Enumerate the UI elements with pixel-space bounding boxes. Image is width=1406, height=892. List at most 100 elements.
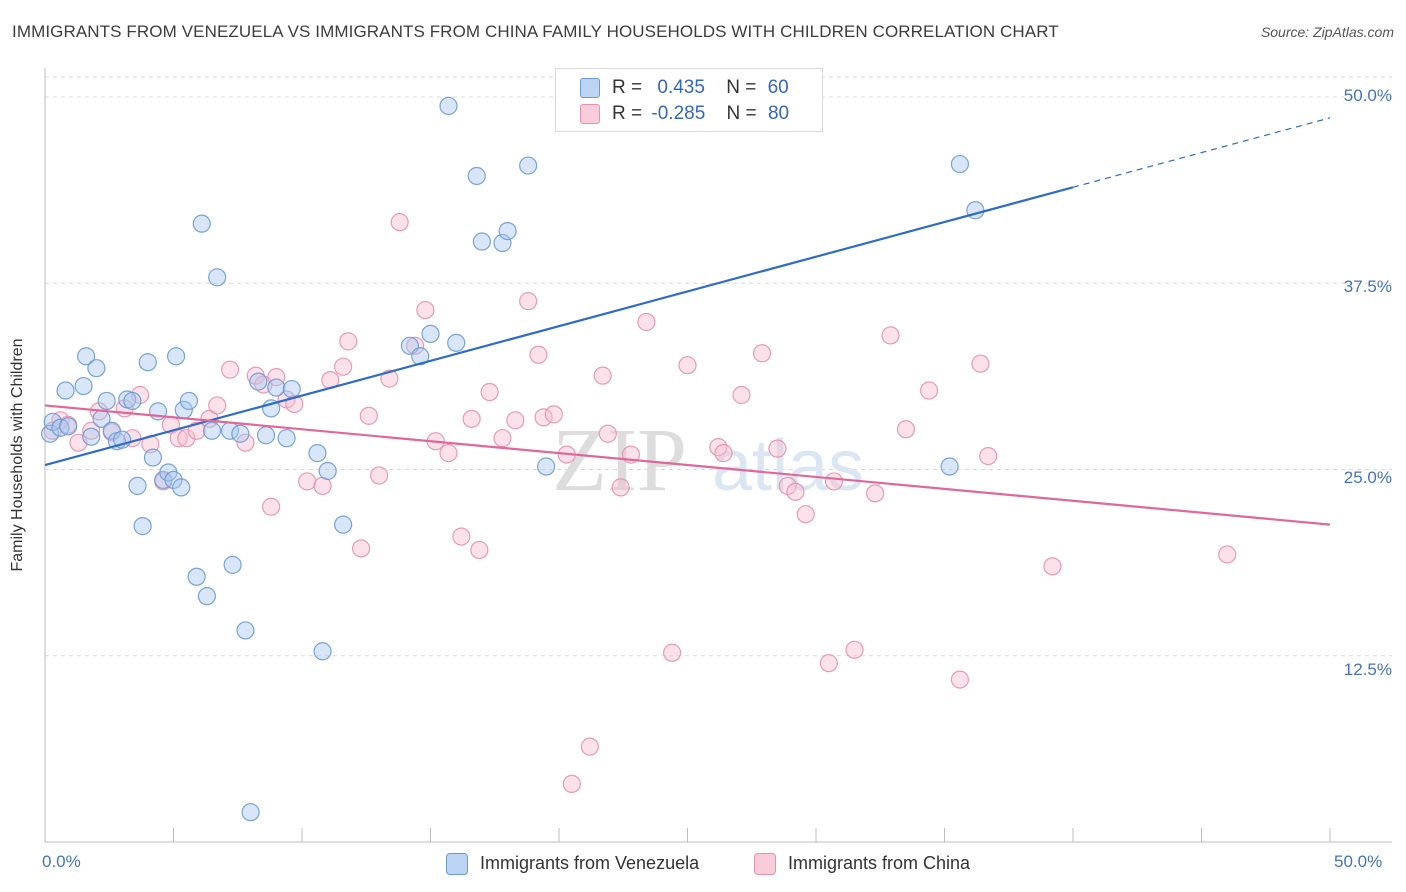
venezuela-point: [472, 232, 491, 251]
china-point: [529, 345, 548, 364]
venezuela-point: [447, 333, 466, 352]
china-point: [267, 368, 286, 387]
china-point: [1218, 545, 1237, 564]
china-point: [845, 640, 864, 659]
china-point: [262, 497, 281, 516]
gridlines: [45, 76, 1392, 657]
china-point: [819, 654, 838, 673]
venezuela-point: [940, 457, 959, 476]
venezuela-points: [41, 96, 985, 822]
venezuela-point: [97, 391, 116, 411]
china-point: [593, 366, 612, 385]
china-point: [208, 396, 227, 415]
venezuela-point: [421, 324, 440, 344]
venezuela-point: [223, 555, 242, 574]
bottom-legend-label-china: Immigrants from China: [788, 853, 971, 873]
venezuela-point: [267, 378, 286, 397]
china-point: [580, 737, 599, 756]
venezuela-point: [179, 391, 199, 411]
venezuela-point: [41, 424, 60, 443]
venezuela-point: [128, 476, 147, 495]
china-point: [334, 357, 353, 376]
venezuela-point: [74, 376, 93, 396]
chart-source: Source: ZipAtlas.com: [1260, 24, 1394, 40]
china-point: [598, 424, 617, 443]
china-point: [177, 429, 196, 448]
venezuela-point: [236, 621, 255, 640]
china-point: [220, 360, 240, 379]
venezuela-point: [313, 642, 332, 661]
legend-r-label: R =: [612, 103, 643, 124]
china-point: [390, 213, 409, 232]
venezuela-point: [166, 347, 186, 366]
chart-title: IMMIGRANTS FROM VENEZUELA VS IMMIGRANTS …: [12, 22, 1059, 41]
venezuela-point: [172, 478, 191, 497]
venezuela-point: [282, 379, 301, 399]
y-tick-label: 25.0%: [1343, 468, 1392, 487]
china-point: [709, 438, 728, 457]
china-point: [971, 354, 990, 373]
venezuela-point: [138, 353, 157, 372]
china-point: [950, 670, 970, 689]
venezuela-point: [277, 429, 296, 448]
venezuela-point: [59, 417, 78, 436]
china-point: [732, 385, 751, 405]
china-point: [881, 326, 900, 345]
china-point: [439, 444, 458, 463]
venezuela-point: [87, 359, 106, 378]
china-point: [405, 336, 425, 355]
watermark: ZIP atlas: [552, 411, 864, 510]
venezuela-point: [187, 567, 206, 586]
venezuela-point: [498, 222, 517, 241]
venezuela-trend-line: [44, 186, 1074, 467]
china-point: [370, 466, 389, 485]
venezuela-point: [308, 444, 327, 463]
y-tick-label: 37.5%: [1343, 277, 1392, 296]
venezuela-point: [537, 457, 556, 476]
x-tick-label: 0.0%: [42, 852, 81, 871]
china-point: [187, 421, 206, 440]
china-point: [678, 356, 697, 375]
china-point: [611, 478, 630, 497]
legend-r-value-venezuela: 0.435: [657, 77, 705, 98]
venezuela-point: [950, 154, 970, 174]
china-point: [786, 482, 805, 501]
axes: [44, 68, 1392, 843]
china-point: [82, 421, 101, 440]
china-point: [752, 344, 772, 363]
venezuela-point: [77, 347, 96, 366]
venezuela-point: [241, 803, 260, 822]
venezuela-point: [192, 214, 211, 233]
china-point: [380, 369, 399, 388]
bottom-legend-label-venezuela: Immigrants from Venezuela: [480, 853, 700, 873]
legend-n-label: N =: [726, 103, 757, 124]
china-point: [544, 405, 563, 424]
china-point: [768, 439, 787, 458]
china-point: [519, 292, 538, 311]
china-point: [416, 300, 435, 320]
venezuela-point: [249, 372, 268, 391]
legend-n-value-china: 80: [767, 103, 790, 124]
china-point: [236, 433, 255, 452]
venezuela-point: [231, 424, 250, 443]
china-point: [662, 643, 682, 662]
venezuela-point: [493, 233, 512, 253]
venezuela-point: [51, 418, 70, 437]
venezuela-point: [334, 515, 353, 534]
legend-n-value-venezuela: 60: [767, 77, 789, 98]
legend-n-label: N =: [726, 77, 757, 98]
bottom-legend-swatch-china: [754, 853, 776, 875]
china-point: [979, 446, 998, 466]
china-point: [534, 408, 553, 427]
china-point: [714, 444, 733, 463]
venezuela-point: [82, 427, 101, 446]
y-tick-label: 12.5%: [1343, 660, 1392, 679]
legend-swatch-venezuela: [580, 78, 600, 98]
venezuela-point: [133, 517, 152, 536]
china-point: [824, 472, 844, 491]
venezuela-point: [439, 96, 458, 116]
legend-r-value-china: -0.285: [651, 103, 706, 124]
trend-lines: [44, 117, 1331, 526]
venezuela-trend-extension: [1072, 117, 1331, 188]
